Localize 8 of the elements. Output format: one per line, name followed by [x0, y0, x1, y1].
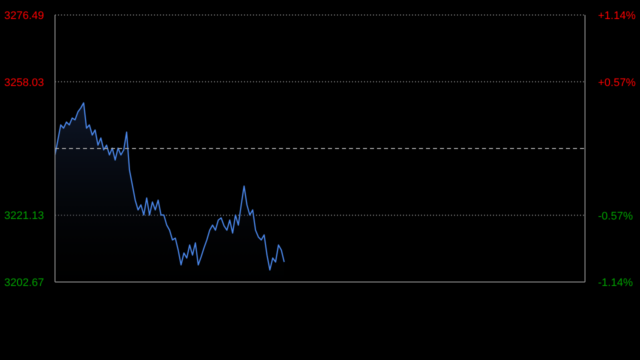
y-tick-label: 3258.03 [4, 76, 44, 89]
y-tick-label: 3276.49 [4, 10, 44, 22]
y-tick-label: 3221.13 [4, 210, 44, 222]
y2-tick-label: +1.14% [598, 10, 636, 22]
y2-tick-label: +0.57% [598, 76, 636, 89]
y2-tick-label: -1.14% [598, 277, 634, 289]
y-tick-label: 3202.67 [4, 277, 44, 289]
y2-tick-label: -0.57% [598, 210, 634, 222]
